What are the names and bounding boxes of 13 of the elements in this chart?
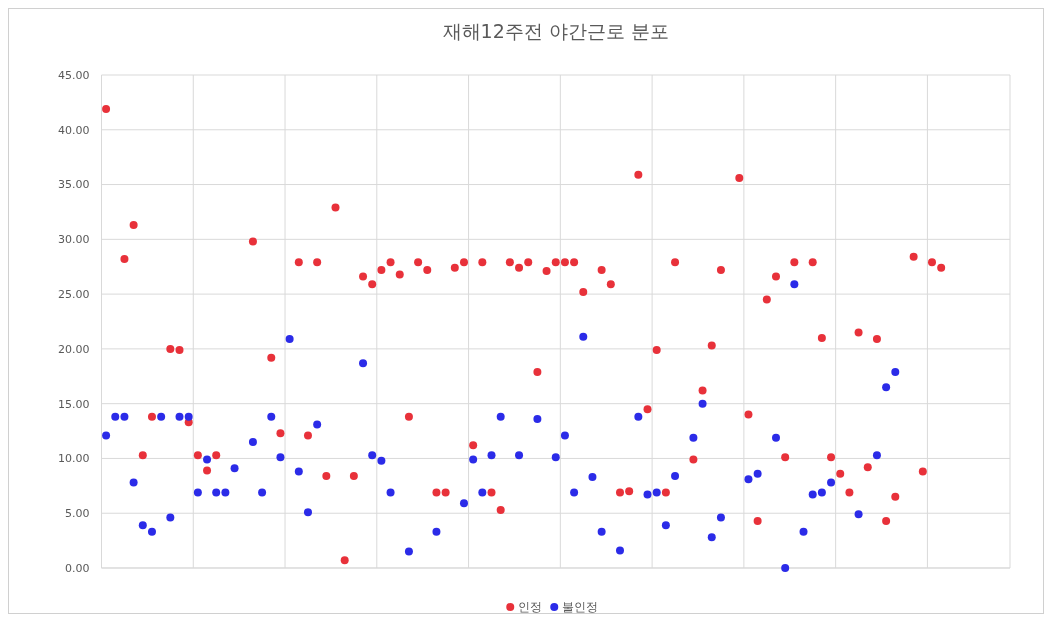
y-tick-label: 0.00 bbox=[65, 561, 90, 575]
chart-title: 재해12주전 야간근로 분포 bbox=[442, 20, 669, 42]
y-tick-label: 10.00 bbox=[58, 452, 90, 466]
y-tick-label: 15.00 bbox=[58, 397, 90, 411]
y-tick-label: 25.00 bbox=[58, 287, 90, 301]
y-tick-label: 45.00 bbox=[58, 68, 90, 82]
y-tick-label: 5.00 bbox=[65, 507, 90, 521]
legend-label: 불인정 bbox=[562, 600, 599, 615]
y-tick-label: 40.00 bbox=[58, 123, 90, 137]
y-tick-label: 35.00 bbox=[58, 178, 90, 192]
legend-label: 인정 bbox=[518, 600, 543, 615]
y-tick-label: 20.00 bbox=[58, 342, 90, 356]
y-tick-label: 30.00 bbox=[58, 233, 90, 247]
